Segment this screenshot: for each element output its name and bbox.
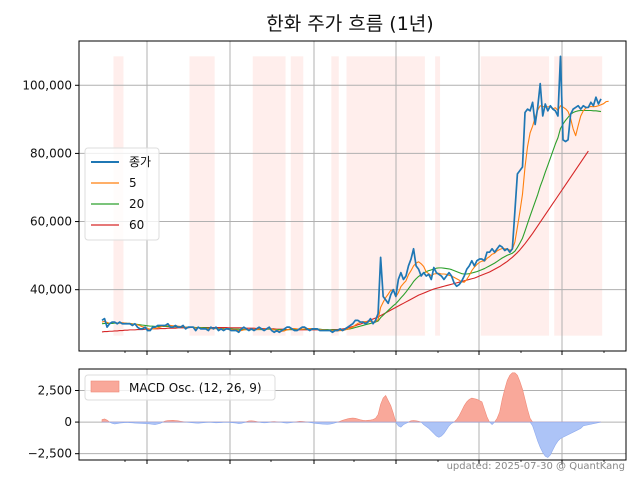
highlight-band-6 xyxy=(435,56,441,336)
price-panel: 40,000 60,000 80,000 100,000 종가 5 20 60 xyxy=(22,40,627,355)
chart-title: 한화 주가 흐름 (1년) xyxy=(266,13,433,35)
legend-label-ma60: 60 xyxy=(129,218,144,232)
macd-ytick-label-2: 2,500 xyxy=(38,383,72,397)
highlight-band-1 xyxy=(189,56,215,336)
legend-label-ma20: 20 xyxy=(129,197,144,211)
highlight-band-2 xyxy=(252,56,286,336)
macd-legend-swatch xyxy=(90,380,120,393)
price-legend: 종가 5 20 60 xyxy=(84,147,160,241)
macd-legend: MACD Osc. (12, 26, 9) xyxy=(84,374,276,401)
macd-ytick-label-1: 0 xyxy=(64,415,72,429)
series-line-ma5 xyxy=(101,100,609,332)
legend-label-ma5: 5 xyxy=(129,176,137,190)
macd-legend-label: MACD Osc. (12, 26, 9) xyxy=(129,381,262,395)
price-legend-box xyxy=(84,147,160,241)
highlight-band-4 xyxy=(331,56,339,336)
macd-negative-area xyxy=(102,421,602,458)
highlight-band-3 xyxy=(290,56,304,336)
macd-frame xyxy=(78,368,627,461)
legend-label-close: 종가 xyxy=(129,155,151,169)
price-ytick-label-0: 40,000 xyxy=(30,283,72,297)
price-ytick-label-3: 100,000 xyxy=(22,78,72,92)
macd-positive-area xyxy=(101,372,601,423)
price-ytick-label-1: 60,000 xyxy=(30,215,72,229)
macd-ytick-label-0: −2,500 xyxy=(28,447,72,461)
price-ytick-label-2: 80,000 xyxy=(30,146,72,160)
price-frame xyxy=(78,40,627,352)
macd-legend-box xyxy=(84,374,276,401)
highlight-band-5 xyxy=(346,56,425,336)
series-line-close xyxy=(101,55,602,334)
macd-panel: −2,500 0 2,500 MACD Osc. (12, 26, 9) xyxy=(28,368,627,464)
footer-note: updated: 2025-07-30 @ QuantKang xyxy=(447,461,625,472)
